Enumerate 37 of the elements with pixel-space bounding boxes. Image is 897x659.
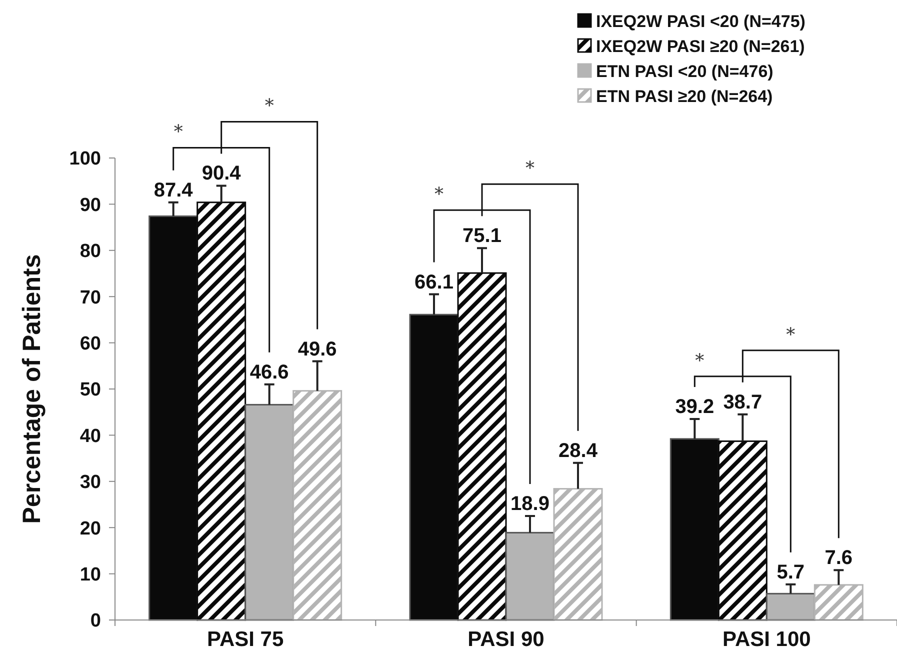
data-label: 49.6 <box>298 338 337 360</box>
legend-label: ETN PASI ≥20 (N=264) <box>596 86 773 106</box>
data-label: 7.6 <box>824 547 853 570</box>
annotation: * <box>526 158 534 180</box>
y-tick-label: 10 <box>80 564 101 586</box>
y-tick-label: 60 <box>80 333 101 354</box>
y-tick-label: 100 <box>69 148 101 170</box>
data-label: 28.4 <box>558 440 598 462</box>
y-axis-title: Percentage of Patients <box>18 254 46 524</box>
legend-label: IXEQ2W PASI ≥20 (N=261) <box>596 36 805 56</box>
data-label: 46.6 <box>250 361 289 384</box>
data-label: 87.4 <box>154 179 194 202</box>
y-tick-label: 90 <box>80 194 101 216</box>
y-tick-label: 50 <box>80 380 101 401</box>
y-tick-label: 0 <box>90 610 101 632</box>
data-label: 5.7 <box>776 561 805 584</box>
legend-label: ETN PASI <20 (N=476) <box>596 62 774 81</box>
annotation: * <box>695 350 704 372</box>
y-tick-label: 80 <box>80 241 101 262</box>
data-label: 66.1 <box>414 271 454 294</box>
y-tick-label: 70 <box>80 287 101 308</box>
annotation: * <box>434 184 444 206</box>
x-tick-label: PASI 75 <box>207 628 284 651</box>
data-label: 75.1 <box>462 225 502 248</box>
y-tick-label: 20 <box>80 518 101 540</box>
x-tick-label: PASI 90 <box>468 628 544 651</box>
annotation: * <box>786 324 796 346</box>
x-tick-label: PASI 100 <box>722 628 811 651</box>
y-tick-label: 30 <box>80 472 101 494</box>
data-label: 38.7 <box>723 391 762 414</box>
text: * <box>264 96 274 117</box>
text: * <box>174 122 183 143</box>
data-label: 18.9 <box>510 493 550 516</box>
data-label: 39.2 <box>675 396 714 418</box>
data-label: 90.4 <box>202 162 242 185</box>
y-tick-label: 40 <box>80 426 101 447</box>
legend-label: IXEQ2W PASI <20 (N=475) <box>596 12 806 31</box>
